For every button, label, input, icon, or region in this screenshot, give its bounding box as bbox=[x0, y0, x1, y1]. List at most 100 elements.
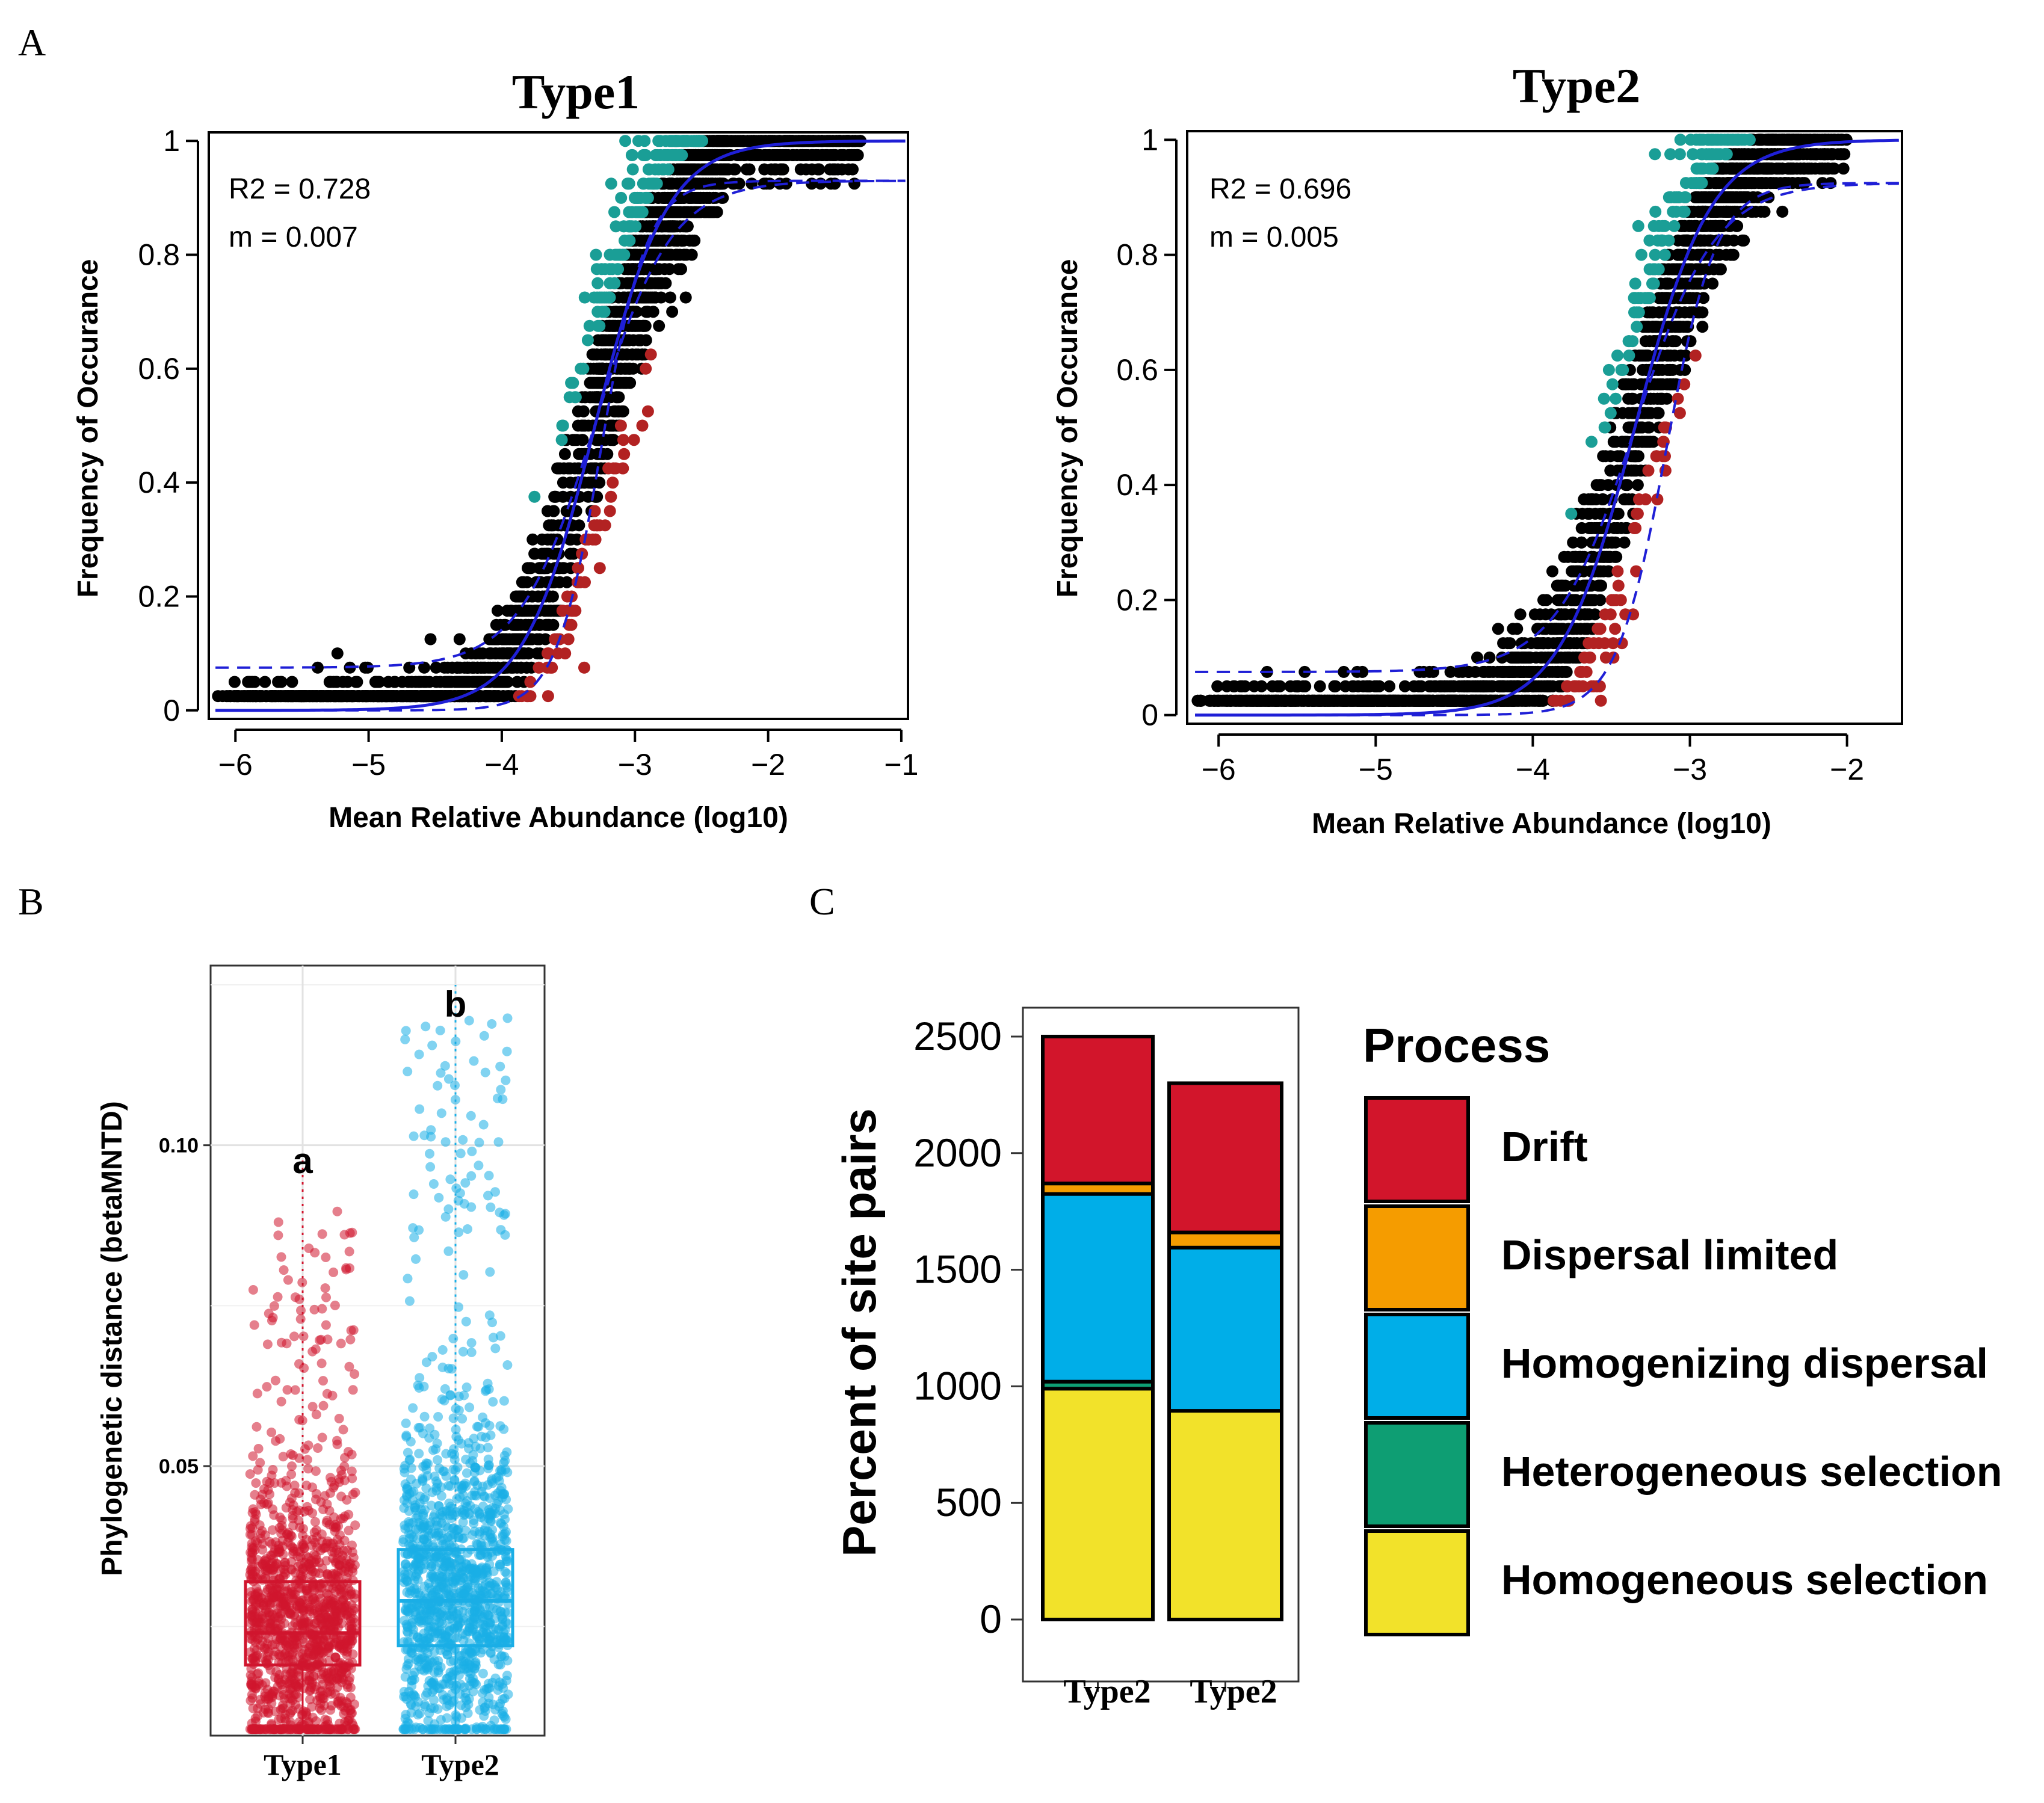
point-within-prediction bbox=[461, 661, 474, 674]
point-within-prediction bbox=[1735, 177, 1747, 190]
scatter-type1: Type1 −6 −5 −4 −3 −2 −100.20.40.60.81 R2 = 0.… bbox=[72, 64, 918, 834]
point-within-prediction bbox=[1191, 694, 1204, 707]
points-type2 bbox=[1191, 134, 1853, 707]
point-below-prediction bbox=[552, 647, 564, 660]
point-within-prediction bbox=[1255, 680, 1268, 692]
point-within-prediction bbox=[1682, 277, 1694, 290]
point-within-prediction bbox=[547, 519, 560, 532]
point-above-prediction bbox=[581, 334, 594, 347]
point-within-prediction bbox=[1456, 680, 1468, 692]
point-below-prediction bbox=[572, 576, 584, 588]
point-above-prediction bbox=[638, 135, 651, 147]
point-within-prediction bbox=[1784, 162, 1797, 175]
point-below-prediction bbox=[604, 505, 616, 517]
point-within-prediction bbox=[675, 234, 688, 247]
point-within-prediction bbox=[499, 633, 511, 646]
point-within-prediction bbox=[1567, 536, 1579, 549]
point-within-prediction bbox=[351, 690, 363, 703]
point-within-prediction bbox=[1504, 637, 1516, 650]
point-within-prediction bbox=[748, 135, 761, 147]
point-within-prediction bbox=[1611, 522, 1623, 534]
point-within-prediction bbox=[1314, 680, 1326, 692]
point-within-prediction bbox=[1617, 378, 1629, 390]
point-within-prediction bbox=[1553, 594, 1566, 606]
point-within-prediction bbox=[1540, 594, 1553, 606]
points-type1 bbox=[212, 135, 867, 703]
point-below-prediction bbox=[593, 562, 606, 575]
point-within-prediction bbox=[286, 676, 298, 688]
point-above-prediction bbox=[609, 248, 622, 261]
point-within-prediction bbox=[1412, 680, 1425, 692]
point-within-prediction bbox=[1821, 162, 1834, 175]
point-within-prediction bbox=[1530, 694, 1542, 707]
point-within-prediction bbox=[666, 220, 679, 233]
point-within-prediction bbox=[557, 490, 569, 503]
point-within-prediction bbox=[216, 690, 229, 703]
point-within-prediction bbox=[1557, 665, 1569, 678]
point-within-prediction bbox=[1683, 220, 1696, 232]
point-within-prediction bbox=[1739, 148, 1751, 161]
point-within-prediction bbox=[1363, 680, 1376, 692]
point-within-prediction bbox=[576, 434, 589, 446]
point-within-prediction bbox=[592, 362, 605, 375]
point-within-prediction bbox=[1389, 694, 1402, 707]
point-above-prediction bbox=[645, 177, 658, 190]
point-within-prediction bbox=[1415, 694, 1427, 707]
point-within-prediction bbox=[586, 348, 599, 361]
point-within-prediction bbox=[576, 419, 589, 432]
point-within-prediction bbox=[1651, 407, 1664, 419]
point-within-prediction bbox=[827, 149, 840, 161]
y-tick-label: 0.4 bbox=[138, 466, 180, 499]
point-within-prediction bbox=[1234, 694, 1246, 707]
point-below-prediction bbox=[572, 562, 584, 575]
point-within-prediction bbox=[768, 163, 781, 176]
point-below-prediction bbox=[542, 690, 554, 703]
point-within-prediction bbox=[1466, 694, 1478, 707]
point-within-prediction bbox=[547, 618, 560, 631]
point-within-prediction bbox=[1837, 162, 1850, 175]
point-within-prediction bbox=[590, 377, 603, 389]
point-within-prediction bbox=[548, 490, 561, 503]
point-above-prediction bbox=[528, 490, 541, 503]
point-within-prediction bbox=[536, 533, 548, 546]
point-within-prediction bbox=[685, 248, 698, 261]
point-within-prediction bbox=[1646, 306, 1658, 319]
point-above-prediction bbox=[626, 163, 639, 176]
point-within-prediction bbox=[250, 690, 263, 703]
point-within-prediction bbox=[331, 647, 344, 660]
point-within-prediction bbox=[1514, 608, 1527, 621]
point-within-prediction bbox=[331, 676, 343, 688]
point-within-prediction bbox=[1618, 536, 1631, 549]
point-within-prediction bbox=[350, 676, 362, 688]
point-within-prediction bbox=[1292, 694, 1305, 707]
x-tick-label: −6 bbox=[218, 748, 253, 781]
point-within-prediction bbox=[418, 661, 431, 674]
point-within-prediction bbox=[1492, 623, 1504, 635]
point-above-prediction bbox=[635, 191, 647, 204]
point-within-prediction bbox=[791, 149, 803, 161]
point-within-prediction bbox=[1539, 623, 1551, 635]
point-within-prediction bbox=[396, 676, 409, 688]
point-above-prediction bbox=[555, 434, 568, 446]
point-within-prediction bbox=[621, 362, 633, 375]
point-within-prediction bbox=[721, 163, 734, 176]
point-within-prediction bbox=[275, 676, 288, 688]
point-below-prediction bbox=[578, 661, 590, 674]
point-within-prediction bbox=[686, 191, 699, 204]
point-within-prediction bbox=[651, 263, 663, 276]
point-within-prediction bbox=[1640, 350, 1653, 362]
point-within-prediction bbox=[584, 391, 597, 404]
point-within-prediction bbox=[511, 618, 523, 631]
point-within-prediction bbox=[569, 462, 581, 475]
point-within-prediction bbox=[1655, 392, 1668, 405]
point-above-prediction bbox=[619, 135, 632, 147]
point-within-prediction bbox=[1585, 594, 1598, 606]
point-within-prediction bbox=[1543, 680, 1556, 692]
point-within-prediction bbox=[333, 690, 346, 703]
point-within-prediction bbox=[703, 206, 715, 218]
point-within-prediction bbox=[1758, 205, 1771, 218]
point-within-prediction bbox=[478, 661, 490, 674]
point-above-prediction bbox=[621, 177, 634, 190]
point-within-prediction bbox=[1486, 680, 1498, 692]
